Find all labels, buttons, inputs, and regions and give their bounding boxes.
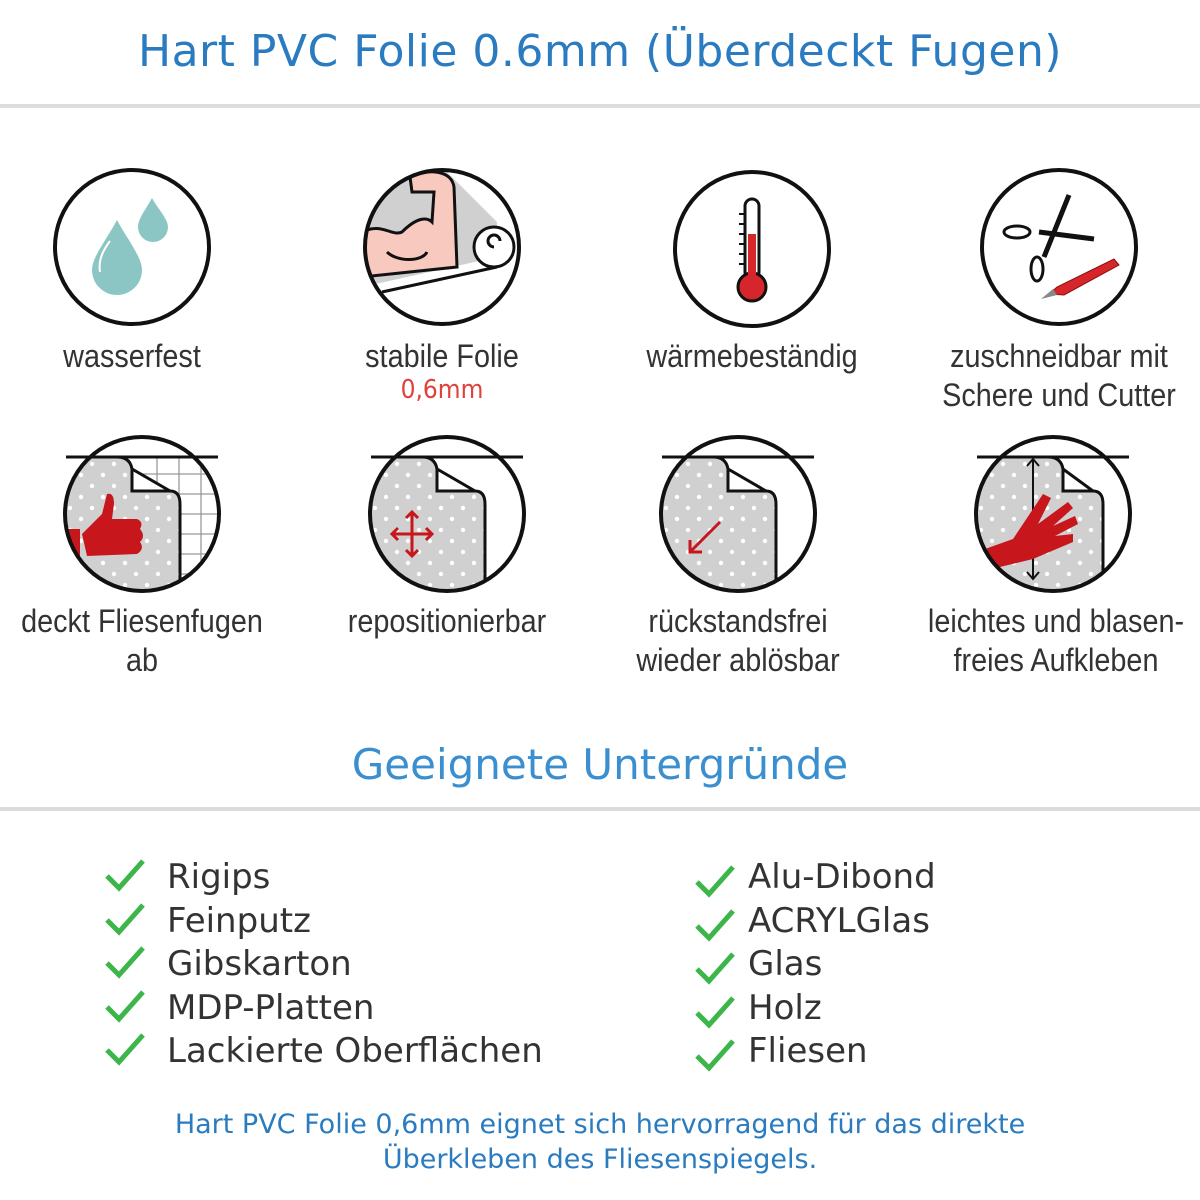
feature-label: zuschneidbar mit Schere und Cutter <box>924 337 1194 415</box>
surface-label: Alu-Dibond <box>748 857 936 897</box>
divider <box>0 104 1200 108</box>
feature-label-line2: wieder ablösbar <box>636 642 840 678</box>
peel-arrow-sheet-icon <box>659 435 817 593</box>
feature-label-line1: rückstandsfrei <box>648 603 828 639</box>
surface-label: Lackierte Oberflächen <box>167 1031 543 1071</box>
surface-label: Holz <box>748 987 822 1028</box>
page-title: Hart PVC Folie 0.6mm (Überdeckt Fugen) <box>137 26 1062 77</box>
muscle-arm-icon <box>363 168 521 326</box>
footer-note: Hart PVC Folie 0,6mm eignet sich hervorr… <box>0 1107 1200 1177</box>
footer-line2: Überkleben des Fliesenspiegels. <box>382 1144 818 1175</box>
check-icon <box>695 952 735 985</box>
thickness-label: 0,6mm <box>400 375 484 405</box>
water-drops-icon <box>53 168 211 326</box>
feature-label: deckt Fliesenfugen ab <box>21 603 263 678</box>
surface-label: Rigips <box>167 857 271 897</box>
check-icon <box>105 1033 145 1066</box>
check-icon <box>695 995 735 1029</box>
hand-smooth-sheet-icon <box>974 435 1132 593</box>
check-icon <box>695 1039 735 1072</box>
thumbs-up-sheet-icon <box>63 435 221 593</box>
thermometer-icon <box>673 170 831 328</box>
feature-label: rückstandsfrei wieder ablösbar <box>603 602 873 680</box>
feature-label: wasserfest <box>63 338 201 374</box>
check-icon <box>105 859 145 892</box>
surface-label: Gibskarton <box>167 944 352 984</box>
feature-label: repositionierbar <box>347 603 547 639</box>
check-icon <box>105 989 145 1023</box>
feature-label-line2: Schere und Cutter <box>942 377 1176 413</box>
divider <box>0 807 1200 811</box>
surface-label: MDP-Platten <box>167 987 375 1028</box>
surface-label: ACRYLGlas <box>748 900 930 941</box>
feature-label-text: stabile Folie <box>365 338 519 374</box>
check-icon <box>105 902 145 936</box>
move-arrows-sheet-icon <box>368 435 526 593</box>
footer-line1: Hart PVC Folie 0,6mm eignet sich hervorr… <box>174 1109 1026 1140</box>
check-icon <box>695 865 735 898</box>
check-icon <box>695 908 735 942</box>
section-title: Geeignete Untergründe <box>351 740 849 789</box>
feature-label: leichtes und blasen- freies Aufkleben <box>921 602 1191 680</box>
surface-label: Feinputz <box>167 900 311 941</box>
surface-label: Fliesen <box>748 1031 868 1071</box>
scissors-cutter-icon <box>980 168 1138 326</box>
surface-label: Glas <box>748 944 823 984</box>
feature-label: stabile Folie 0,6mm <box>307 337 577 404</box>
feature-label-line1: leichtes und blasen- <box>927 603 1185 639</box>
check-icon <box>105 946 145 979</box>
feature-label-line2: freies Aufkleben <box>953 642 1159 678</box>
feature-label-line1: zuschneidbar mit <box>950 338 1168 374</box>
feature-label: wärmebeständig <box>646 338 858 374</box>
